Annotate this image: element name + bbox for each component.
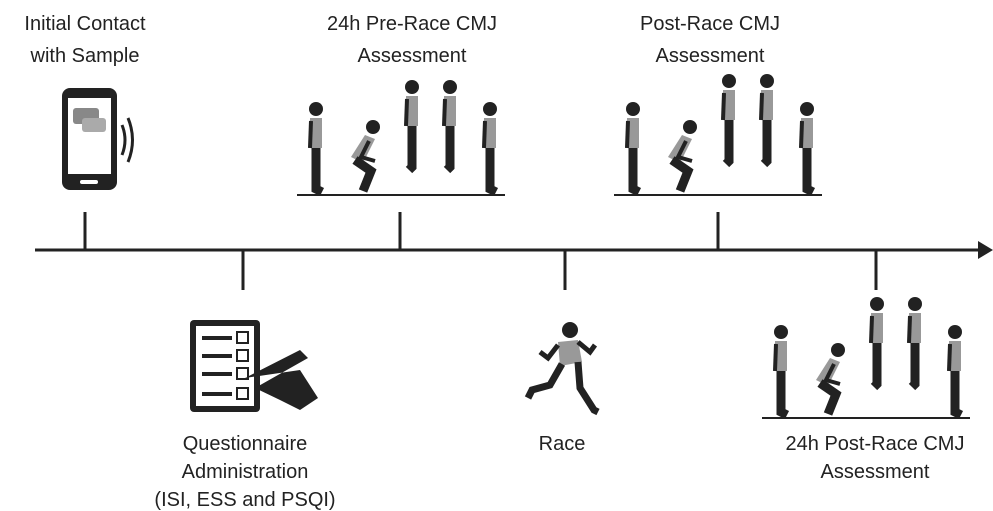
event-label: Assessment	[358, 45, 467, 67]
questionnaire-icon	[190, 320, 318, 412]
jumper-figure	[759, 74, 774, 168]
legs	[950, 371, 964, 420]
arm	[308, 120, 313, 149]
legs	[352, 156, 377, 193]
head	[366, 120, 380, 134]
head	[405, 80, 419, 94]
torso	[761, 90, 773, 120]
ticks	[83, 212, 878, 290]
torso	[406, 96, 418, 126]
event-label: Assessment	[656, 45, 765, 67]
head	[774, 325, 788, 339]
arm	[442, 98, 447, 127]
cmj-figures	[297, 74, 970, 420]
jumper-figure	[442, 80, 457, 174]
legs	[311, 148, 325, 197]
legs	[776, 371, 790, 420]
head	[870, 297, 884, 311]
legs	[722, 120, 734, 168]
arm	[947, 343, 952, 372]
legs	[405, 126, 417, 174]
jumper-figure	[799, 102, 816, 197]
jumper-figure	[404, 80, 419, 174]
torso	[775, 341, 787, 371]
arm	[721, 92, 726, 121]
legs	[908, 343, 920, 391]
head	[800, 102, 814, 116]
event-label: 24h Pre-Race CMJ	[327, 13, 497, 35]
arm	[675, 140, 693, 163]
runner-icon	[524, 322, 600, 416]
jumper-figure	[721, 74, 736, 168]
jumper-figure	[482, 102, 499, 197]
jumper-figure	[308, 102, 325, 197]
legs	[802, 148, 816, 197]
torso	[871, 313, 883, 343]
arm	[625, 120, 630, 149]
head	[831, 343, 845, 357]
head	[309, 102, 323, 116]
jumper-figure	[773, 325, 790, 420]
arm	[869, 315, 874, 344]
legs	[628, 148, 642, 197]
head	[443, 80, 457, 94]
event-label: Questionnaire	[183, 433, 308, 455]
arm	[823, 363, 841, 386]
event-label: Initial Contact	[24, 13, 146, 35]
jumper-figure	[947, 325, 964, 420]
head	[683, 120, 697, 134]
head	[760, 74, 774, 88]
arm	[907, 315, 912, 344]
legs	[817, 379, 842, 416]
jumper-figure	[816, 343, 845, 416]
event-label: Administration	[182, 461, 309, 483]
torso	[444, 96, 456, 126]
event-label: Post-Race CMJ	[640, 13, 780, 35]
event-label: Race	[539, 433, 586, 455]
arm	[358, 140, 376, 163]
arm	[404, 98, 409, 127]
jumper-figure	[351, 120, 380, 193]
event-label: 24h Post-Race CMJ	[786, 433, 965, 455]
phone-icon	[62, 88, 134, 190]
jumper-figure	[668, 120, 697, 193]
arm	[773, 343, 778, 372]
jumper-figure	[869, 297, 884, 391]
head	[483, 102, 497, 116]
torso	[949, 341, 961, 371]
arm	[799, 120, 804, 149]
torso	[484, 118, 496, 148]
event-label: (ISI, ESS and PSQI)	[154, 489, 335, 511]
legs	[485, 148, 499, 197]
arm	[482, 120, 487, 149]
legs	[760, 120, 772, 168]
torso	[627, 118, 639, 148]
head	[626, 102, 640, 116]
head	[908, 297, 922, 311]
head	[722, 74, 736, 88]
torso	[909, 313, 921, 343]
legs	[870, 343, 882, 391]
event-label: Assessment	[821, 461, 930, 483]
axis-arrow	[978, 241, 993, 259]
torso	[723, 90, 735, 120]
arm	[759, 92, 764, 121]
torso	[801, 118, 813, 148]
event-label: with Sample	[30, 45, 140, 67]
legs	[669, 156, 694, 193]
jumper-figure	[907, 297, 922, 391]
head	[948, 325, 962, 339]
jumper-figure	[625, 102, 642, 197]
legs	[443, 126, 455, 174]
torso	[310, 118, 322, 148]
